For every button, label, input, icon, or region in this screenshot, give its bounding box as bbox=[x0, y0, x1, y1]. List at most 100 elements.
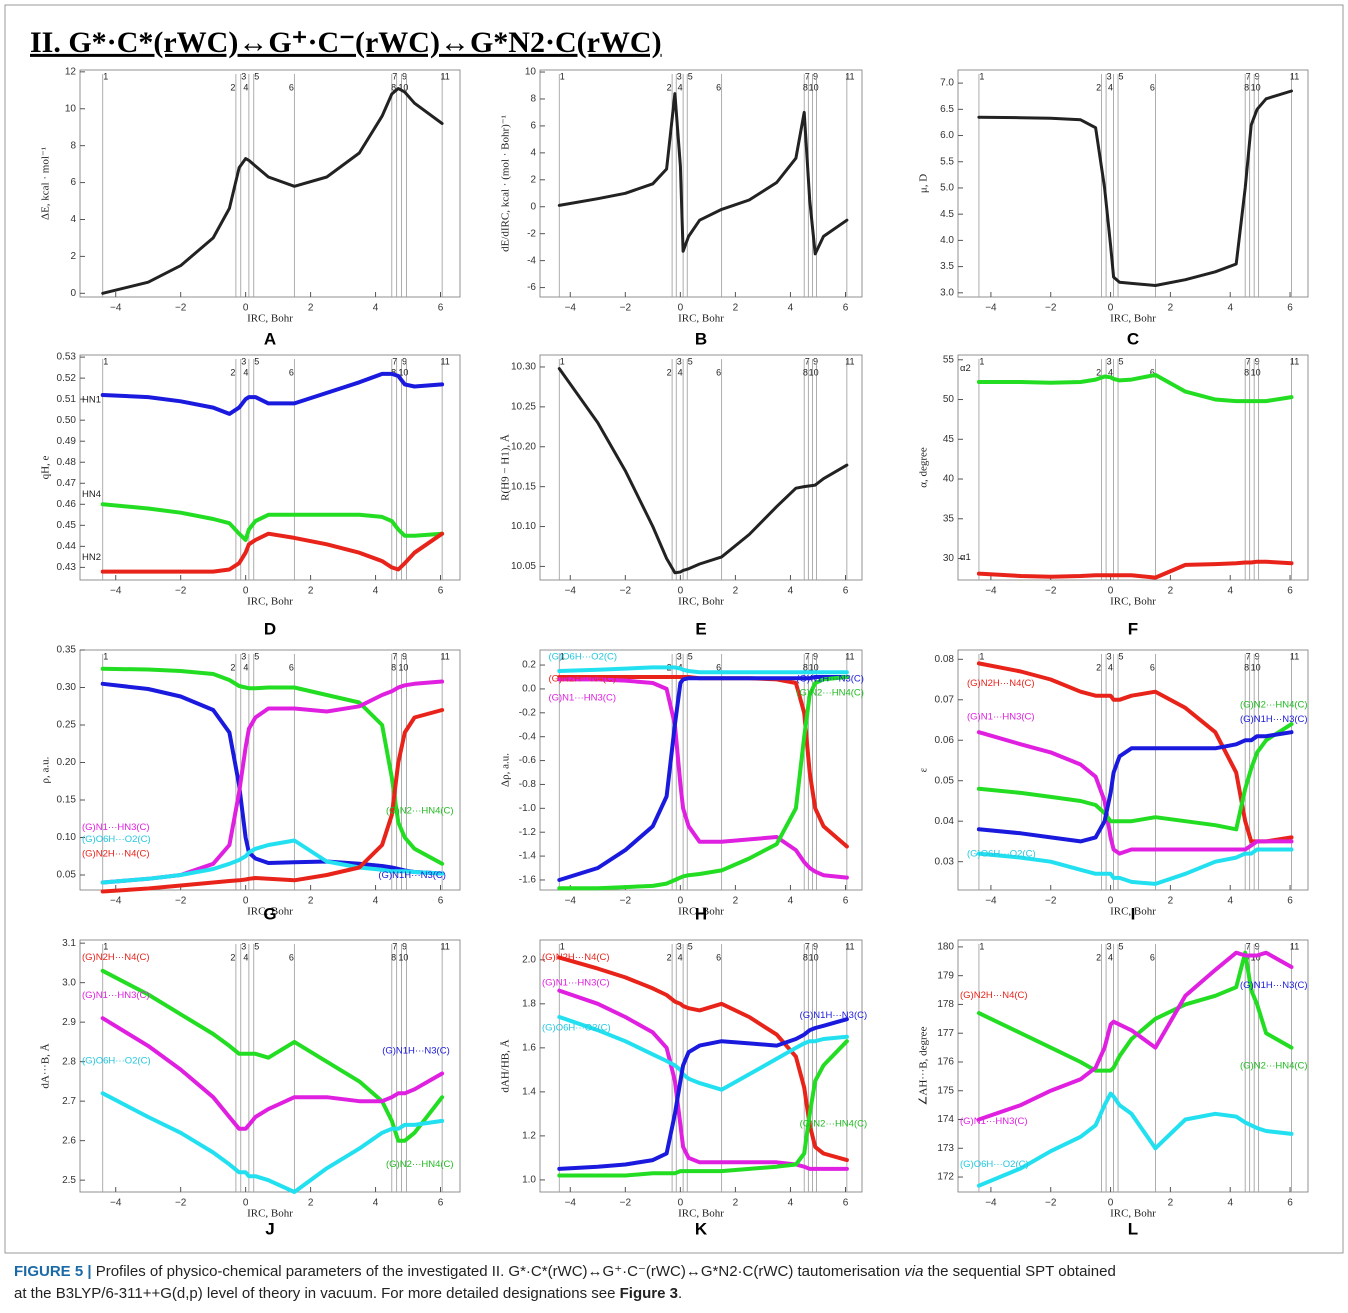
y-axis-label: dA···B, Å bbox=[40, 1043, 52, 1088]
reference-label: 4 bbox=[678, 952, 683, 962]
reference-label: 11 bbox=[440, 651, 449, 661]
x-tick-label: 2 bbox=[1168, 1198, 1174, 1209]
x-axis-label: IRC, Bohr bbox=[678, 596, 724, 608]
y-tick-label: 0.05 bbox=[935, 775, 955, 786]
reference-label: 2 bbox=[667, 82, 672, 92]
reference-label: 1 bbox=[560, 356, 565, 366]
reference-label: 7 bbox=[805, 651, 810, 661]
x-tick-label: 6 bbox=[1287, 303, 1293, 314]
x-tick-label: 2 bbox=[308, 896, 314, 907]
y-tick-label: 173 bbox=[937, 1143, 954, 1154]
series-annotation: (G)O6H···O2(C) bbox=[82, 1055, 151, 1066]
series-annotation: (G)N2H···N4(C) bbox=[967, 678, 1035, 689]
series-annotation: (G)N1···HN3(C) bbox=[960, 1116, 1028, 1127]
series-annotation: HN1 bbox=[82, 395, 101, 406]
x-tick-label: 2 bbox=[308, 1198, 314, 1209]
x-tick-label: −2 bbox=[175, 586, 187, 597]
series-line bbox=[979, 663, 1292, 841]
x-axis-label: IRC, Bohr bbox=[678, 313, 724, 325]
reference-label: 7 bbox=[805, 71, 810, 81]
reference-label: 3 bbox=[241, 941, 246, 951]
series-annotation: (G)O6H···O2(C) bbox=[548, 652, 617, 663]
y-tick-label: 3.0 bbox=[940, 287, 954, 298]
series-line bbox=[979, 953, 1292, 1071]
y-tick-label: 45 bbox=[943, 434, 955, 445]
panel-letter: I bbox=[1131, 904, 1136, 923]
reference-label: 10 bbox=[1251, 82, 1261, 92]
x-tick-label: −4 bbox=[565, 303, 577, 314]
y-tick-label: 4.0 bbox=[940, 235, 954, 246]
reference-label: 3 bbox=[677, 651, 682, 661]
x-tick-label: 2 bbox=[1168, 303, 1174, 314]
reference-label: 3 bbox=[1107, 651, 1112, 661]
series-line bbox=[103, 1018, 442, 1129]
panel-letter: G bbox=[263, 904, 276, 923]
reference-label: 3 bbox=[241, 356, 246, 366]
reference-label: 5 bbox=[254, 651, 259, 661]
x-tick-label: 4 bbox=[788, 1198, 794, 1209]
series-line bbox=[103, 89, 442, 294]
series-annotation: HN2 bbox=[82, 552, 101, 563]
y-tick-label: 2.9 bbox=[62, 1017, 76, 1028]
reference-label: 4 bbox=[1108, 82, 1113, 92]
reference-label: 2 bbox=[230, 367, 235, 377]
reference-label: 5 bbox=[688, 941, 693, 951]
reference-label: 1 bbox=[103, 941, 108, 951]
reference-label: 11 bbox=[845, 941, 854, 951]
y-tick-label: 180 bbox=[937, 942, 954, 953]
x-tick-label: −4 bbox=[565, 586, 577, 597]
x-tick-label: −4 bbox=[985, 586, 997, 597]
plot-frame bbox=[958, 355, 1308, 580]
panel-letter: B bbox=[695, 329, 707, 348]
x-tick-label: 2 bbox=[1168, 586, 1174, 597]
x-axis-label: IRC, Bohr bbox=[247, 313, 293, 325]
series-annotation: (G)N1···HN3(C) bbox=[967, 712, 1035, 723]
series-line bbox=[979, 1094, 1292, 1186]
x-axis-label: IRC, Bohr bbox=[1110, 596, 1156, 608]
panel-letter: K bbox=[695, 1219, 708, 1238]
reference-label: 3 bbox=[677, 356, 682, 366]
x-tick-label: 6 bbox=[843, 896, 849, 907]
series-annotation: (G)N2···HN4(C) bbox=[1240, 1061, 1308, 1072]
reference-label: 8 bbox=[803, 367, 808, 377]
reference-label: 7 bbox=[805, 356, 810, 366]
x-tick-label: 6 bbox=[1287, 586, 1293, 597]
y-tick-label: 10.15 bbox=[511, 481, 536, 492]
reference-label: 2 bbox=[230, 82, 235, 92]
reference-label: 5 bbox=[1119, 356, 1124, 366]
y-tick-label: 6 bbox=[70, 177, 76, 188]
y-tick-label: 0.47 bbox=[57, 478, 77, 489]
reference-label: 11 bbox=[440, 941, 449, 951]
reference-label: 4 bbox=[243, 82, 248, 92]
reference-label: 8 bbox=[1244, 82, 1249, 92]
x-tick-label: 4 bbox=[788, 586, 794, 597]
y-tick-label: 0.44 bbox=[57, 541, 77, 552]
x-tick-label: 2 bbox=[733, 586, 739, 597]
reference-label: 5 bbox=[688, 356, 693, 366]
y-tick-label: 3.0 bbox=[62, 977, 76, 988]
caption-label: FIGURE 5 | bbox=[14, 1263, 92, 1280]
x-tick-label: −2 bbox=[1045, 303, 1057, 314]
reference-label: 5 bbox=[254, 356, 259, 366]
reference-label: 6 bbox=[289, 367, 294, 377]
reference-label: 8 bbox=[391, 662, 396, 672]
y-axis-label: μ, D bbox=[918, 174, 930, 193]
y-tick-label: 8 bbox=[530, 94, 536, 105]
reference-label: 10 bbox=[809, 82, 819, 92]
series-annotation: (G)N1H···N3(C) bbox=[1240, 980, 1308, 991]
y-tick-label: 0.08 bbox=[935, 654, 955, 665]
reference-label: 3 bbox=[241, 651, 246, 661]
reference-label: 1 bbox=[103, 356, 108, 366]
y-tick-label: 0.10 bbox=[57, 832, 77, 843]
reference-label: 5 bbox=[1119, 71, 1124, 81]
reference-label: 9 bbox=[813, 941, 818, 951]
y-tick-label: 0.15 bbox=[57, 795, 77, 806]
panel-letter: F bbox=[1128, 619, 1138, 638]
x-tick-label: −2 bbox=[620, 586, 632, 597]
y-axis-label: ε bbox=[918, 767, 930, 772]
caption-text: via bbox=[904, 1263, 923, 1280]
reference-label: 6 bbox=[716, 367, 721, 377]
reference-label: 11 bbox=[1290, 356, 1299, 366]
reference-label: 2 bbox=[1096, 82, 1101, 92]
series-annotation: (G)N1H···N3(C) bbox=[382, 1045, 450, 1056]
